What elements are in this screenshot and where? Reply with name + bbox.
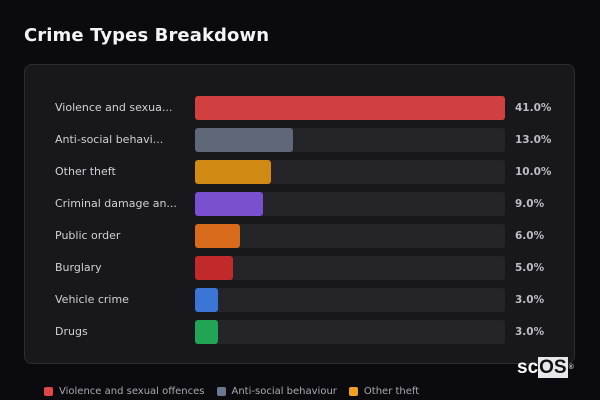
legend-item[interactable]: Other theft xyxy=(348,386,420,397)
bar-label: Drugs xyxy=(55,325,88,338)
brand-logo: scOS ® xyxy=(517,357,574,378)
bar-track xyxy=(195,128,505,152)
bar-label: Anti-social behavi... xyxy=(55,133,164,146)
bar-fill[interactable] xyxy=(195,256,233,280)
bar-track xyxy=(195,96,505,120)
legend-label: Other theft xyxy=(363,386,420,397)
bar-track xyxy=(195,160,505,184)
bar-label: Vehicle crime xyxy=(55,293,129,306)
bar-fill[interactable] xyxy=(195,96,505,120)
bar-track xyxy=(195,320,505,344)
bar-value: 41.0% xyxy=(515,102,552,114)
brand-box-text: OS xyxy=(538,357,568,378)
bar-row: Public order 6.0% xyxy=(25,224,574,248)
bar-row: Burglary 5.0% xyxy=(25,256,574,280)
bar-row: Other theft 10.0% xyxy=(25,160,574,184)
registered-mark: ® xyxy=(568,364,574,371)
bar-value: 6.0% xyxy=(515,230,545,242)
bar-row: Violence and sexua... 41.0% xyxy=(25,96,574,120)
bar-row: Vehicle crime 3.0% xyxy=(25,288,574,312)
bar-fill[interactable] xyxy=(195,128,294,152)
bar-fill[interactable] xyxy=(195,320,218,344)
legend-swatch-icon xyxy=(216,387,226,396)
bar-value: 3.0% xyxy=(515,294,545,306)
bar-fill[interactable] xyxy=(195,192,264,216)
bar-fill[interactable] xyxy=(195,288,218,312)
bar-track xyxy=(195,288,505,312)
bar-track xyxy=(195,224,505,248)
bar-row: Criminal damage an... 9.0% xyxy=(25,192,574,216)
bar-label: Violence and sexua... xyxy=(55,101,173,114)
legend-item[interactable]: Anti-social behaviour xyxy=(216,386,337,397)
legend-item[interactable]: Violence and sexual offences xyxy=(44,386,205,397)
legend-label: Anti-social behaviour xyxy=(231,386,337,397)
bar-value: 9.0% xyxy=(515,198,545,210)
bar-fill[interactable] xyxy=(195,160,271,184)
bar-row: Anti-social behavi... 13.0% xyxy=(25,128,574,152)
bar-row: Drugs 3.0% xyxy=(25,320,574,344)
bar-value: 3.0% xyxy=(515,326,545,338)
bar-track xyxy=(195,192,505,216)
chart-legend: Violence and sexual offences Anti-social … xyxy=(44,386,419,397)
bar-fill[interactable] xyxy=(195,224,241,248)
legend-swatch-icon xyxy=(44,387,53,396)
bar-label: Criminal damage an... xyxy=(55,197,177,210)
brand-text: sc xyxy=(517,357,539,378)
chart-card: Violence and sexua... 41.0% Anti-social be… xyxy=(24,64,575,364)
bar-value: 5.0% xyxy=(515,262,545,274)
bar-label: Burglary xyxy=(55,261,102,274)
bar-label: Public order xyxy=(55,229,121,242)
chart-title: Crime Types Breakdown xyxy=(24,25,270,46)
bar-label: Other theft xyxy=(55,165,116,178)
bar-value: 13.0% xyxy=(515,134,552,146)
legend-swatch-icon xyxy=(348,387,358,396)
legend-label: Violence and sexual offences xyxy=(59,386,205,397)
bar-track xyxy=(195,256,505,280)
bar-value: 10.0% xyxy=(515,166,552,178)
